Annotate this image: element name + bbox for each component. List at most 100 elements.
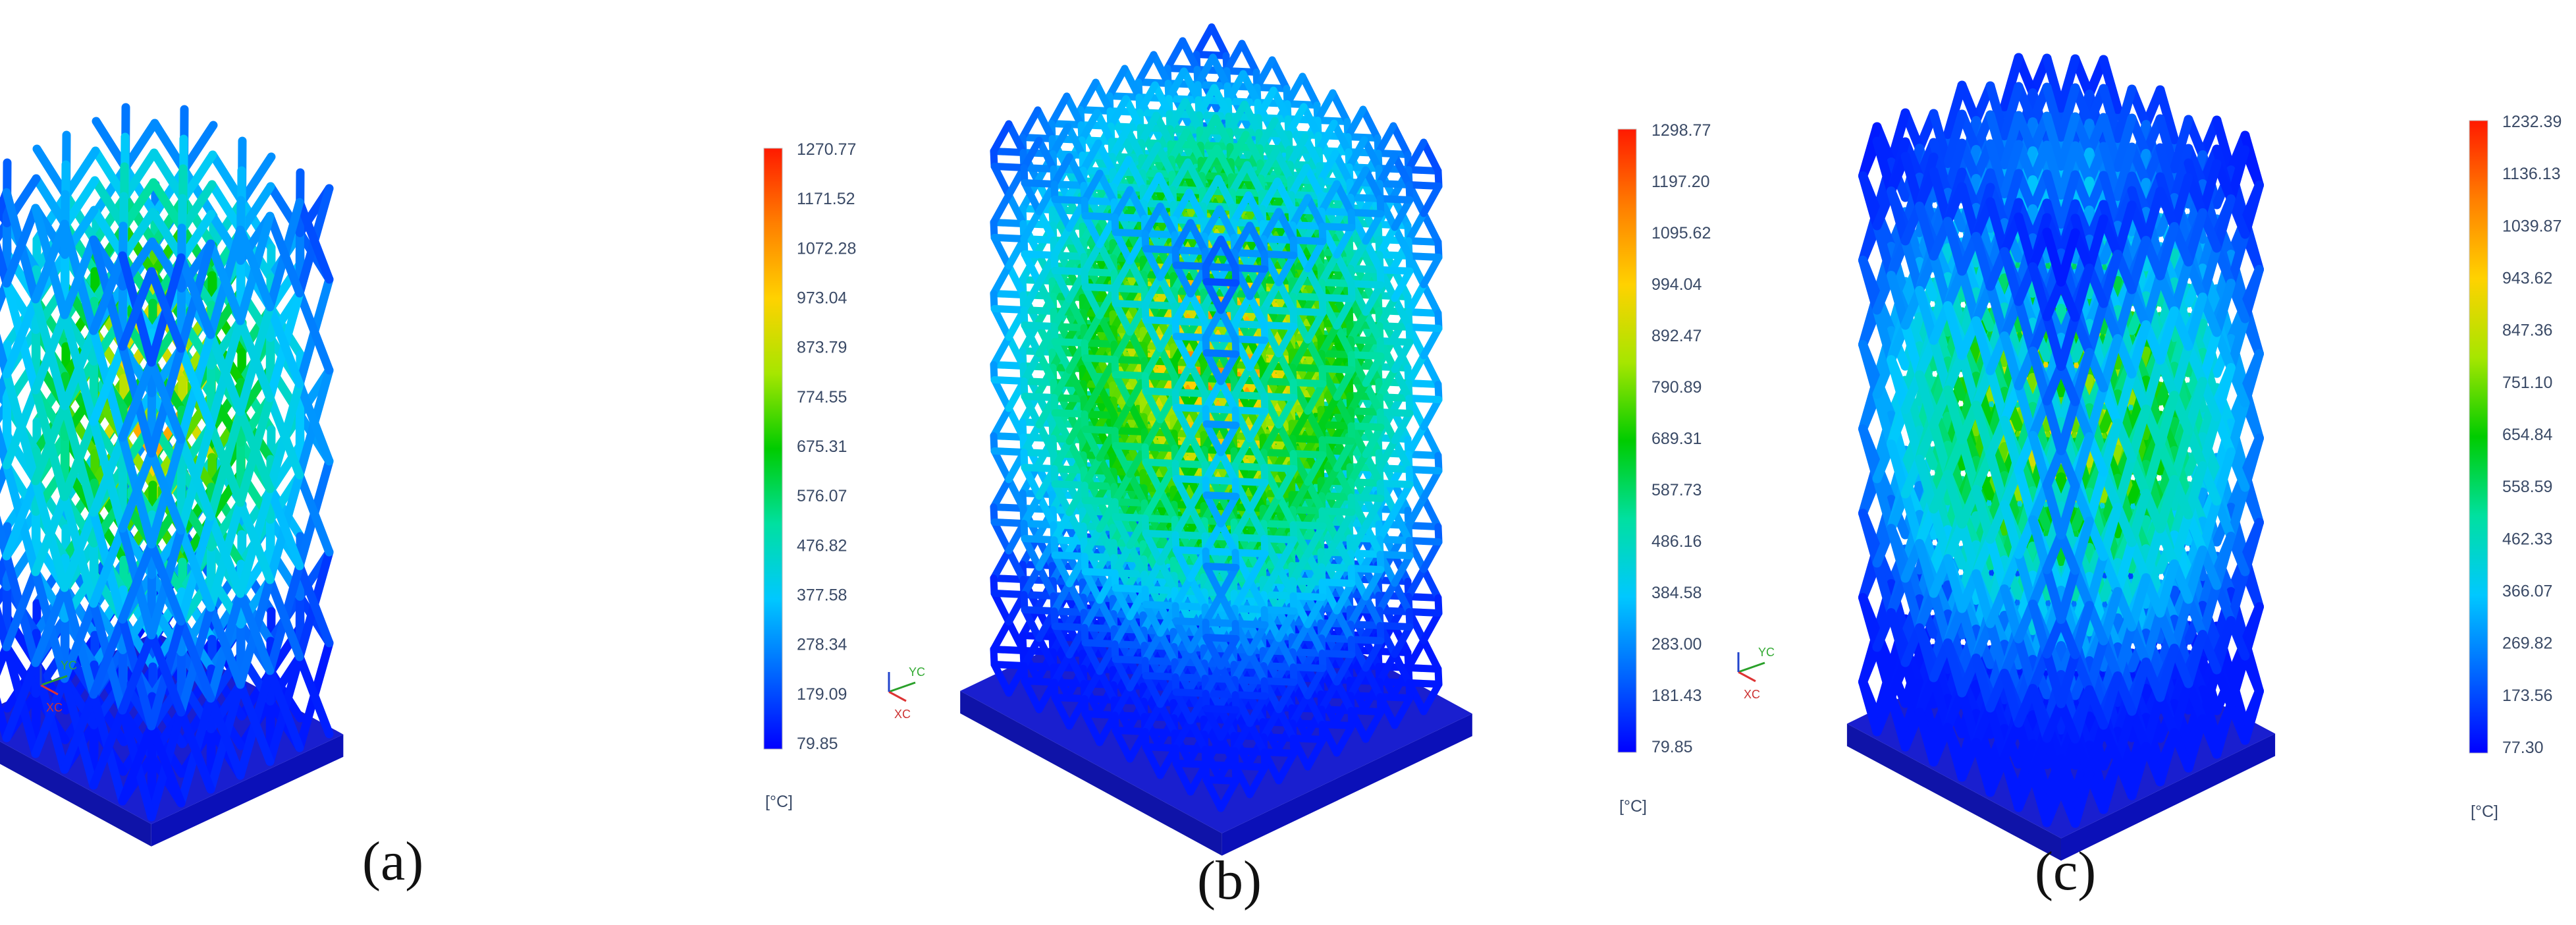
lattice-strut xyxy=(1183,128,1205,164)
lattice-strut xyxy=(1318,650,1356,658)
lattice-strut xyxy=(1376,551,1414,559)
lattice-strut xyxy=(1272,147,1295,183)
lattice-strut xyxy=(1112,229,1149,237)
lattice-strut xyxy=(0,461,11,494)
colorbar-a-tick-label: 179.09 xyxy=(797,685,847,704)
lattice-strut xyxy=(1213,144,1235,181)
lattice-strut xyxy=(180,165,218,221)
lattice-strut xyxy=(1020,662,1058,671)
lattice-strut xyxy=(1020,279,1043,314)
lattice-strut xyxy=(118,449,156,533)
lattice-strut xyxy=(295,652,334,739)
lattice-strut xyxy=(1112,300,1149,308)
lattice-strut xyxy=(1289,450,1327,459)
lattice-strut xyxy=(1391,552,1414,587)
lattice-strut xyxy=(1260,393,1298,401)
lattice-strut xyxy=(1405,608,1443,617)
lattice-strut xyxy=(121,163,159,219)
lattice-strut xyxy=(1112,584,1149,593)
lattice-strut xyxy=(1064,123,1087,159)
lattice-strut xyxy=(1035,421,1058,457)
lattice-strut xyxy=(1391,196,1414,231)
lattice-strut xyxy=(89,433,127,517)
lattice-strut xyxy=(91,146,129,202)
colorbar-a-tick-label: 576.07 xyxy=(797,487,847,505)
lattice-strut xyxy=(990,234,1013,270)
lattice-strut xyxy=(1019,106,1042,141)
lattice-strut xyxy=(1122,95,1144,131)
lattice-strut xyxy=(1112,727,1149,735)
lattice-strut xyxy=(1194,53,1217,88)
lattice-strut xyxy=(60,599,98,683)
lattice-strut xyxy=(1081,497,1119,505)
lattice-strut xyxy=(60,326,98,410)
lattice-strut xyxy=(1021,322,1043,358)
lattice-strut xyxy=(1376,337,1414,346)
lattice-strut xyxy=(1021,606,1058,615)
lattice-strut xyxy=(1376,650,1399,685)
lattice-strut xyxy=(1077,78,1100,113)
lattice-strut xyxy=(1225,100,1248,135)
colorbar-a-gradient xyxy=(763,148,783,750)
lattice-strut xyxy=(1051,409,1088,418)
lattice-strut xyxy=(1347,493,1385,502)
lattice-strut xyxy=(0,697,11,743)
lattice-strut xyxy=(1314,89,1337,124)
lattice-strut xyxy=(1035,208,1058,244)
colorbar-a-tick-label: 1270.77 xyxy=(797,140,856,159)
lattice-strut xyxy=(1391,650,1413,687)
lattice-strut xyxy=(1081,354,1119,363)
lattice-strut xyxy=(1405,138,1428,173)
lattice-strut xyxy=(1420,681,1443,715)
lattice-strut xyxy=(1405,352,1428,387)
lattice-strut xyxy=(147,631,186,717)
lattice-strut xyxy=(1376,437,1399,472)
colorbar-a-tick-label: 278.34 xyxy=(797,636,847,654)
lattice-strut xyxy=(1227,130,1250,165)
lattice-strut xyxy=(1301,133,1324,169)
lattice-strut xyxy=(1005,120,1027,156)
lattice-strut xyxy=(1420,636,1442,673)
lattice-strut xyxy=(1347,621,1384,629)
lattice-strut xyxy=(1289,379,1327,387)
lattice-strut xyxy=(61,176,99,229)
lattice-strut xyxy=(0,279,11,312)
lattice-strut xyxy=(147,449,186,535)
lattice-strut xyxy=(1121,65,1143,101)
lattice-strut xyxy=(32,174,70,229)
lattice-strut xyxy=(1020,136,1043,171)
lattice-strut xyxy=(1081,426,1119,434)
lattice-strut xyxy=(1347,265,1384,273)
lattice-strut xyxy=(1112,656,1149,664)
lattice-strut xyxy=(206,512,245,598)
lattice-strut xyxy=(1136,81,1159,116)
lattice-strut xyxy=(1005,547,1027,583)
lattice-strut xyxy=(179,195,217,250)
lattice-strut xyxy=(1152,111,1175,148)
axis-y-label: YC xyxy=(61,659,77,672)
lattice-strut xyxy=(1362,522,1384,558)
lattice-strut xyxy=(0,424,11,470)
lattice-strut xyxy=(1260,322,1298,330)
lattice-strut xyxy=(1389,122,1412,158)
lattice-strut xyxy=(237,182,275,235)
lattice-strut xyxy=(1391,579,1413,615)
lattice-strut xyxy=(990,646,1027,654)
lattice-strut xyxy=(176,526,215,612)
lattice-strut xyxy=(60,508,98,592)
colorbar-a-tick-label: 675.31 xyxy=(797,437,847,456)
lattice-strut xyxy=(1405,679,1443,688)
lattice-strut xyxy=(990,519,1028,527)
lattice-strut xyxy=(178,180,217,233)
lattice-strut xyxy=(180,121,218,174)
lattice-strut xyxy=(1362,379,1384,416)
lattice-strut xyxy=(1050,323,1088,331)
base-plate-side xyxy=(0,741,151,847)
lattice-strut xyxy=(1362,451,1384,487)
lattice-strut xyxy=(1081,568,1119,576)
lattice-strut xyxy=(990,120,1013,155)
lattice-strut xyxy=(147,721,186,808)
lattice-strut xyxy=(179,150,217,204)
lattice-strut xyxy=(1142,245,1179,254)
lattice-strut xyxy=(1050,607,1088,616)
